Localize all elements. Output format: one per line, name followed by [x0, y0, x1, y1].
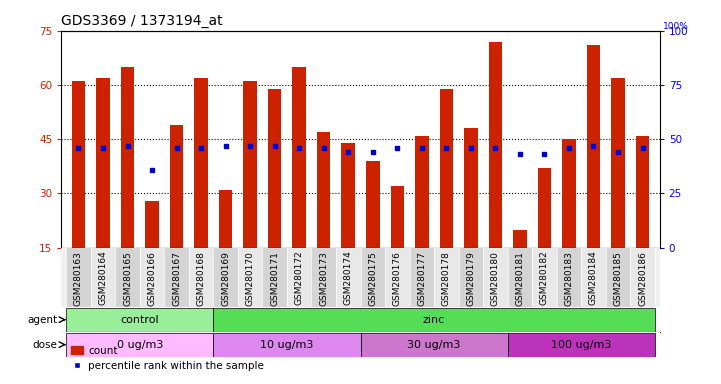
- Text: GSM280167: GSM280167: [172, 251, 181, 306]
- Bar: [434, 248, 459, 307]
- Text: zinc: zinc: [423, 314, 445, 325]
- Bar: [66, 248, 91, 307]
- Text: GSM280172: GSM280172: [295, 251, 304, 305]
- Bar: [360, 248, 385, 307]
- Bar: [287, 248, 311, 307]
- Text: control: control: [120, 314, 159, 325]
- Bar: [391, 186, 404, 248]
- Text: GSM280170: GSM280170: [246, 251, 255, 306]
- Text: GSM280178: GSM280178: [442, 251, 451, 306]
- Bar: [606, 248, 630, 307]
- Bar: [66, 333, 213, 357]
- Text: GSM280164: GSM280164: [99, 251, 107, 305]
- Bar: [195, 78, 208, 248]
- Bar: [538, 168, 551, 248]
- Bar: [385, 248, 410, 307]
- Bar: [459, 248, 483, 307]
- Bar: [244, 81, 257, 248]
- Text: 0 ug/m3: 0 ug/m3: [117, 339, 163, 350]
- Bar: [557, 248, 581, 307]
- Bar: [532, 248, 557, 307]
- Bar: [213, 308, 655, 332]
- Text: GSM280175: GSM280175: [368, 251, 377, 306]
- Bar: [464, 128, 477, 248]
- Bar: [336, 248, 360, 307]
- Text: GSM280173: GSM280173: [319, 251, 328, 306]
- Bar: [562, 139, 575, 248]
- Text: GSM280168: GSM280168: [197, 251, 205, 306]
- Text: agent: agent: [27, 314, 58, 325]
- Bar: [66, 308, 213, 332]
- Bar: [483, 248, 508, 307]
- Bar: [581, 248, 606, 307]
- Bar: [360, 333, 508, 357]
- Text: GSM280185: GSM280185: [614, 251, 622, 306]
- Bar: [311, 248, 336, 307]
- Bar: [262, 248, 287, 307]
- Bar: [293, 67, 306, 248]
- Text: GSM280166: GSM280166: [148, 251, 156, 306]
- Bar: [587, 45, 601, 248]
- Bar: [170, 125, 183, 248]
- Bar: [146, 201, 159, 248]
- Text: 100 ug/m3: 100 ug/m3: [551, 339, 611, 350]
- Bar: [611, 78, 625, 248]
- Bar: [508, 333, 655, 357]
- Bar: [96, 78, 110, 248]
- Bar: [440, 89, 453, 248]
- Bar: [489, 41, 502, 248]
- Bar: [164, 248, 189, 307]
- Bar: [213, 333, 360, 357]
- Legend: count, percentile rank within the sample: count, percentile rank within the sample: [66, 341, 268, 375]
- Bar: [630, 248, 655, 307]
- Text: GSM280184: GSM280184: [589, 251, 598, 305]
- Text: GSM280182: GSM280182: [540, 251, 549, 305]
- Text: 10 ug/m3: 10 ug/m3: [260, 339, 314, 350]
- Bar: [636, 136, 650, 248]
- Bar: [366, 161, 379, 248]
- Text: GSM280171: GSM280171: [270, 251, 279, 306]
- Bar: [91, 248, 115, 307]
- Bar: [189, 248, 213, 307]
- Text: GSM280180: GSM280180: [491, 251, 500, 306]
- Bar: [410, 248, 434, 307]
- Bar: [120, 67, 134, 248]
- Text: GSM280165: GSM280165: [123, 251, 132, 306]
- Bar: [508, 248, 532, 307]
- Bar: [317, 132, 330, 248]
- Text: GSM280181: GSM280181: [516, 251, 524, 306]
- Bar: [268, 89, 281, 248]
- Bar: [238, 248, 262, 307]
- Text: GSM280183: GSM280183: [565, 251, 573, 306]
- Text: dose: dose: [32, 339, 58, 350]
- Text: GSM280176: GSM280176: [393, 251, 402, 306]
- Bar: [219, 190, 232, 248]
- Text: GSM280169: GSM280169: [221, 251, 230, 306]
- Text: 100%: 100%: [663, 22, 689, 31]
- Text: GSM280179: GSM280179: [466, 251, 475, 306]
- Text: GSM280186: GSM280186: [638, 251, 647, 306]
- Bar: [513, 230, 526, 248]
- Text: 30 ug/m3: 30 ug/m3: [407, 339, 461, 350]
- Bar: [342, 143, 355, 248]
- Bar: [71, 81, 85, 248]
- Bar: [140, 248, 164, 307]
- Text: GSM280163: GSM280163: [74, 251, 83, 306]
- Text: GSM280174: GSM280174: [344, 251, 353, 305]
- Bar: [115, 248, 140, 307]
- Bar: [213, 248, 238, 307]
- Bar: [415, 136, 428, 248]
- Text: GSM280177: GSM280177: [417, 251, 426, 306]
- Text: GDS3369 / 1373194_at: GDS3369 / 1373194_at: [61, 14, 223, 28]
